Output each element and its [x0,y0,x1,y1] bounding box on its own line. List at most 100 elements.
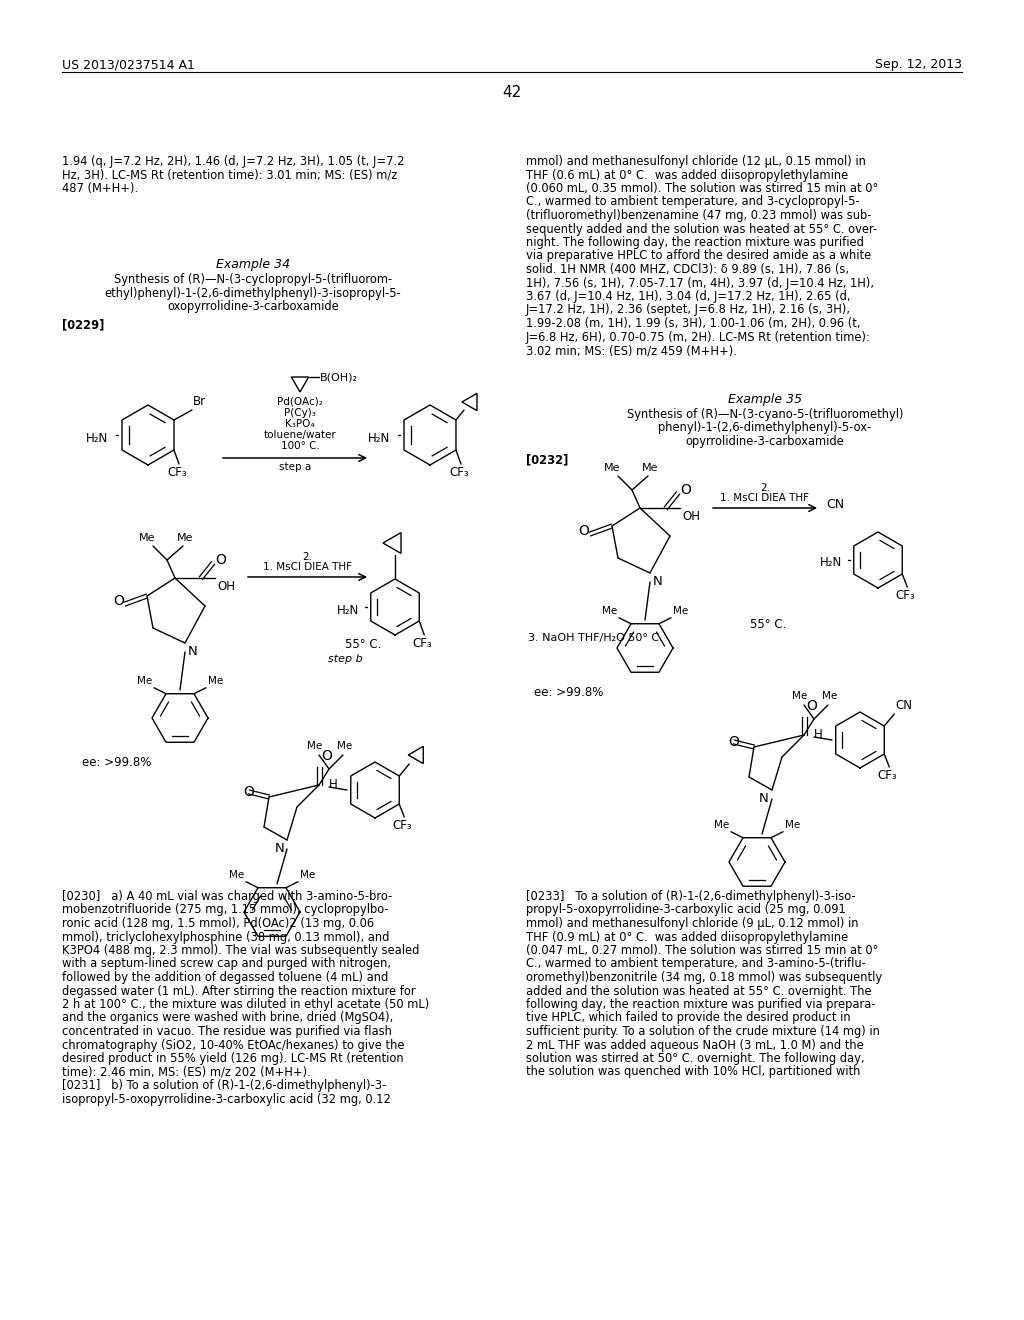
Text: Example 34: Example 34 [216,257,290,271]
Text: ee: >99.8%: ee: >99.8% [82,756,152,770]
Text: Synthesis of (R)—N-(3-cyano-5-(trifluoromethyl): Synthesis of (R)—N-(3-cyano-5-(trifluoro… [627,408,903,421]
Text: CF₃: CF₃ [895,589,915,602]
Text: (0.060 mL, 0.35 mmol). The solution was stirred 15 min at 0°: (0.060 mL, 0.35 mmol). The solution was … [526,182,879,195]
Text: C., warmed to ambient temperature, and 3-amino-5-(triflu-: C., warmed to ambient temperature, and 3… [526,957,865,970]
Text: sufficient purity. To a solution of the crude mixture (14 mg) in: sufficient purity. To a solution of the … [526,1026,880,1038]
Text: 2 mL THF was added aqueous NaOH (3 mL, 1.0 M) and the: 2 mL THF was added aqueous NaOH (3 mL, 1… [526,1039,864,1052]
Text: degassed water (1 mL). After stirring the reaction mixture for: degassed water (1 mL). After stirring th… [62,985,416,998]
Text: tive HPLC, which failed to provide the desired product in: tive HPLC, which failed to provide the d… [526,1011,851,1024]
Text: O: O [321,748,332,763]
Text: mmol) and methanesulfonyl chloride (12 μL, 0.15 mmol) in: mmol) and methanesulfonyl chloride (12 μ… [526,154,866,168]
Text: added and the solution was heated at 55° C. overnight. The: added and the solution was heated at 55°… [526,985,871,998]
Text: the solution was quenched with 10% HCl, partitioned with: the solution was quenched with 10% HCl, … [526,1065,860,1078]
Text: CF₃: CF₃ [450,466,469,479]
Text: Hz, 3H). LC-MS Rt (retention time): 3.01 min; MS: (ES) m/z: Hz, 3H). LC-MS Rt (retention time): 3.01… [62,169,397,181]
Text: 3. NaOH THF/H₂O 50° C.: 3. NaOH THF/H₂O 50° C. [528,634,663,643]
Text: (trifluoromethyl)benzenamine (47 mg, 0.23 mmol) was sub-: (trifluoromethyl)benzenamine (47 mg, 0.2… [526,209,871,222]
Text: desired product in 55% yield (126 mg). LC-MS Rt (retention: desired product in 55% yield (126 mg). L… [62,1052,403,1065]
Text: night. The following day, the reaction mixture was purified: night. The following day, the reaction m… [526,236,864,249]
Text: O: O [215,553,226,568]
Text: Sep. 12, 2013: Sep. 12, 2013 [874,58,962,71]
Text: CF₃: CF₃ [392,818,412,832]
Text: O: O [243,785,254,799]
Text: N: N [759,792,769,805]
Text: O: O [579,524,590,539]
Text: Me: Me [602,606,617,615]
Text: OH: OH [682,510,700,523]
Text: H: H [814,729,822,741]
Text: Br: Br [193,395,206,408]
Text: Me: Me [138,533,156,543]
Text: US 2013/0237514 A1: US 2013/0237514 A1 [62,58,195,71]
Text: ronic acid (128 mg, 1.5 mmol), Pd(OAc)2 (13 mg, 0.06: ronic acid (128 mg, 1.5 mmol), Pd(OAc)2 … [62,917,374,931]
Text: Me: Me [307,741,323,751]
Text: 3.02 min; MS: (ES) m/z 459 (M+H+).: 3.02 min; MS: (ES) m/z 459 (M+H+). [526,345,737,356]
Text: Example 35: Example 35 [728,393,802,407]
Text: Pd(OAc)₂: Pd(OAc)₂ [278,397,323,407]
Text: propyl-5-oxopyrrolidine-3-carboxylic acid (25 mg, 0.091: propyl-5-oxopyrrolidine-3-carboxylic aci… [526,903,846,916]
Text: [0233]   To a solution of (R)-1-(2,6-dimethylphenyl)-3-iso-: [0233] To a solution of (R)-1-(2,6-dimet… [526,890,856,903]
Text: CF₃: CF₃ [413,638,432,649]
Text: O: O [114,594,125,609]
Text: step a: step a [279,462,311,473]
Text: with a septum-lined screw cap and purged with nitrogen,: with a septum-lined screw cap and purged… [62,957,391,970]
Text: Me: Me [604,463,621,473]
Text: Me: Me [673,606,688,615]
Text: CN: CN [895,700,912,711]
Text: and the organics were washed with brine, dried (MgSO4),: and the organics were washed with brine,… [62,1011,393,1024]
Text: 2.: 2. [302,552,312,562]
Text: J=17.2 Hz, 1H), 2.36 (septet, J=6.8 Hz, 1H), 2.16 (s, 3H),: J=17.2 Hz, 1H), 2.36 (septet, J=6.8 Hz, … [526,304,851,317]
Text: followed by the addition of degassed toluene (4 mL) and: followed by the addition of degassed tol… [62,972,388,983]
Text: P(Cy)₃: P(Cy)₃ [284,408,316,418]
Text: 42: 42 [503,84,521,100]
Text: mmol), triclyclohexylphosphine (38 mg, 0.13 mmol), and: mmol), triclyclohexylphosphine (38 mg, 0… [62,931,389,944]
Text: Me: Me [337,741,352,751]
Text: Me: Me [228,870,244,879]
Text: 1H), 7.56 (s, 1H), 7.05-7.17 (m, 4H), 3.97 (d, J=10.4 Hz, 1H),: 1H), 7.56 (s, 1H), 7.05-7.17 (m, 4H), 3.… [526,276,874,289]
Text: 1. MsCl DIEA THF: 1. MsCl DIEA THF [263,562,352,572]
Text: Me: Me [177,533,194,543]
Text: Me: Me [137,676,152,686]
Text: solid. 1H NMR (400 MHZ, CDCl3): δ 9.89 (s, 1H), 7.86 (s,: solid. 1H NMR (400 MHZ, CDCl3): δ 9.89 (… [526,263,849,276]
Text: Me: Me [208,676,223,686]
Text: N: N [653,576,663,587]
Text: J=6.8 Hz, 6H), 0.70-0.75 (m, 2H). LC-MS Rt (retention time):: J=6.8 Hz, 6H), 0.70-0.75 (m, 2H). LC-MS … [526,330,870,343]
Text: H₂N: H₂N [337,603,359,616]
Text: N: N [188,645,198,657]
Text: ethyl)phenyl)-1-(2,6-dimethylphenyl)-3-isopropyl-5-: ethyl)phenyl)-1-(2,6-dimethylphenyl)-3-i… [104,286,401,300]
Text: [0232]: [0232] [526,453,568,466]
Text: K₃PO₄: K₃PO₄ [286,418,314,429]
Text: (0.047 mL, 0.27 mmol). The solution was stirred 15 min at 0°: (0.047 mL, 0.27 mmol). The solution was … [526,944,879,957]
Text: oromethyl)benzonitrile (34 mg, 0.18 mmol) was subsequently: oromethyl)benzonitrile (34 mg, 0.18 mmol… [526,972,882,983]
Text: ee: >99.8%: ee: >99.8% [534,686,603,700]
Text: B(OH)₂: B(OH)₂ [319,374,357,383]
Text: mmol) and methanesulfonyl chloride (9 μL, 0.12 mmol) in: mmol) and methanesulfonyl chloride (9 μL… [526,917,858,931]
Text: O: O [680,483,691,498]
Text: THF (0.6 mL) at 0° C.  was added diisopropylethylamine: THF (0.6 mL) at 0° C. was added diisopro… [526,169,848,181]
Text: [0230]   a) A 40 mL vial was charged with 3-amino-5-bro-: [0230] a) A 40 mL vial was charged with … [62,890,392,903]
Text: O: O [806,700,817,713]
Text: OH: OH [217,579,234,593]
Text: CF₃: CF₃ [167,466,186,479]
Text: 55° C.: 55° C. [750,618,786,631]
Text: K3PO4 (488 mg, 2.3 mmol). The vial was subsequently sealed: K3PO4 (488 mg, 2.3 mmol). The vial was s… [62,944,420,957]
Text: Me: Me [714,820,729,830]
Text: [0231]   b) To a solution of (R)-1-(2,6-dimethylphenyl)-3-: [0231] b) To a solution of (R)-1-(2,6-di… [62,1078,386,1092]
Text: O: O [728,735,739,748]
Text: Me: Me [300,870,315,879]
Text: 1. MsCl DIEA THF: 1. MsCl DIEA THF [721,492,810,503]
Text: mobenzotrifluoride (275 mg, 1.15 mmol), cyclopropylbo-: mobenzotrifluoride (275 mg, 1.15 mmol), … [62,903,389,916]
Text: Me: Me [793,690,808,701]
Text: oxopyrrolidine-3-carboxamide: oxopyrrolidine-3-carboxamide [167,300,339,313]
Text: H₂N: H₂N [820,557,843,569]
Text: chromatography (SiO2, 10-40% EtOAc/hexanes) to give the: chromatography (SiO2, 10-40% EtOAc/hexan… [62,1039,404,1052]
Text: following day, the reaction mixture was purified via prepara-: following day, the reaction mixture was … [526,998,876,1011]
Text: H₂N: H₂N [368,432,390,445]
Text: THF (0.9 mL) at 0° C.  was added diisopropylethylamine: THF (0.9 mL) at 0° C. was added diisopro… [526,931,848,944]
Text: solution was stirred at 50° C. overnight. The following day,: solution was stirred at 50° C. overnight… [526,1052,864,1065]
Text: sequently added and the solution was heated at 55° C. over-: sequently added and the solution was hea… [526,223,878,235]
Text: Me: Me [642,463,658,473]
Text: Synthesis of (R)—N-(3-cyclopropyl-5-(trifluorom-: Synthesis of (R)—N-(3-cyclopropyl-5-(tri… [114,273,392,286]
Text: via preparative HPLC to afford the desired amide as a white: via preparative HPLC to afford the desir… [526,249,871,263]
Text: 2 h at 100° C., the mixture was diluted in ethyl acetate (50 mL): 2 h at 100° C., the mixture was diluted … [62,998,429,1011]
